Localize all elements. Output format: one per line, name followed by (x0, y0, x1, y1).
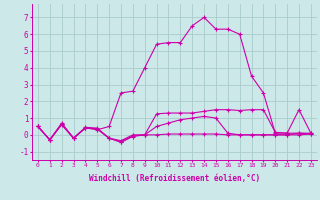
X-axis label: Windchill (Refroidissement éolien,°C): Windchill (Refroidissement éolien,°C) (89, 174, 260, 183)
